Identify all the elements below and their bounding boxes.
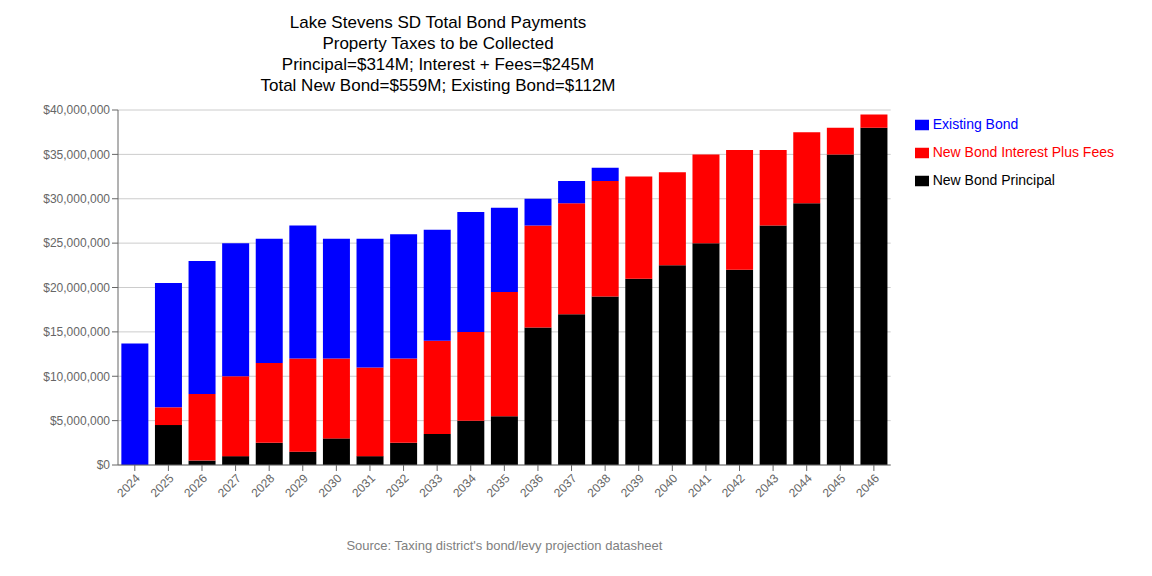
svg-text:2033: 2033 xyxy=(417,471,446,500)
svg-text:2024: 2024 xyxy=(114,471,143,500)
svg-text:2038: 2038 xyxy=(584,471,613,500)
svg-text:2029: 2029 xyxy=(282,471,311,500)
html-text:Lake Stevens SD Total Bond Pay: Lake Stevens SD Total Bond Payments xyxy=(289,13,587,32)
svg-text:2034: 2034 xyxy=(450,471,479,500)
svg-text:2040: 2040 xyxy=(652,471,681,500)
svg-text:$5,000,000: $5,000,000 xyxy=(50,414,110,428)
svg-text:2026: 2026 xyxy=(181,471,210,500)
svg-text:$35,000,000: $35,000,000 xyxy=(43,148,110,162)
svg-text:$30,000,000: $30,000,000 xyxy=(43,192,110,206)
svg-text:2030: 2030 xyxy=(316,471,345,500)
html-text:Total New Bond=$559M; Existing: Total New Bond=$559M; Existing Bond=$112… xyxy=(260,76,616,95)
svg-text:$10,000,000: $10,000,000 xyxy=(43,370,110,384)
svg-text:$40,000,000: $40,000,000 xyxy=(43,103,110,117)
svg-text:$15,000,000: $15,000,000 xyxy=(43,325,110,339)
svg-text:2043: 2043 xyxy=(752,471,781,500)
html-text:Existing Bond: Existing Bond xyxy=(932,116,1019,132)
svg-text:Source: Taxing district's bond: Source: Taxing district's bond/levy proj… xyxy=(346,538,662,553)
svg-text:2041: 2041 xyxy=(685,471,714,500)
svg-text:2028: 2028 xyxy=(249,471,278,500)
svg-text:2031: 2031 xyxy=(349,471,378,500)
html-text:Principal=$314M; Interest + Fe: Principal=$314M; Interest + Fees=$245M xyxy=(281,55,595,74)
svg-text:2037: 2037 xyxy=(551,471,580,500)
svg-text:2042: 2042 xyxy=(719,471,748,500)
html-text:New Bond Interest Plus Fees: New Bond Interest Plus Fees xyxy=(932,144,1114,160)
html-text:New Bond Principal: New Bond Principal xyxy=(932,172,1055,188)
html-text:Property Taxes to be Collected: Property Taxes to be Collected xyxy=(322,34,554,53)
svg-text:$20,000,000: $20,000,000 xyxy=(43,281,110,295)
svg-text:2027: 2027 xyxy=(215,471,244,500)
svg-text:2032: 2032 xyxy=(383,471,412,500)
svg-text:2039: 2039 xyxy=(618,471,647,500)
svg-text:2025: 2025 xyxy=(148,471,177,500)
svg-text:2046: 2046 xyxy=(853,471,882,500)
svg-text:2036: 2036 xyxy=(517,471,546,500)
svg-text:2045: 2045 xyxy=(820,471,849,500)
svg-text:2035: 2035 xyxy=(484,471,513,500)
svg-text:2044: 2044 xyxy=(786,471,815,500)
svg-text:$0: $0 xyxy=(97,458,111,472)
svg-text:$25,000,000: $25,000,000 xyxy=(43,236,110,250)
